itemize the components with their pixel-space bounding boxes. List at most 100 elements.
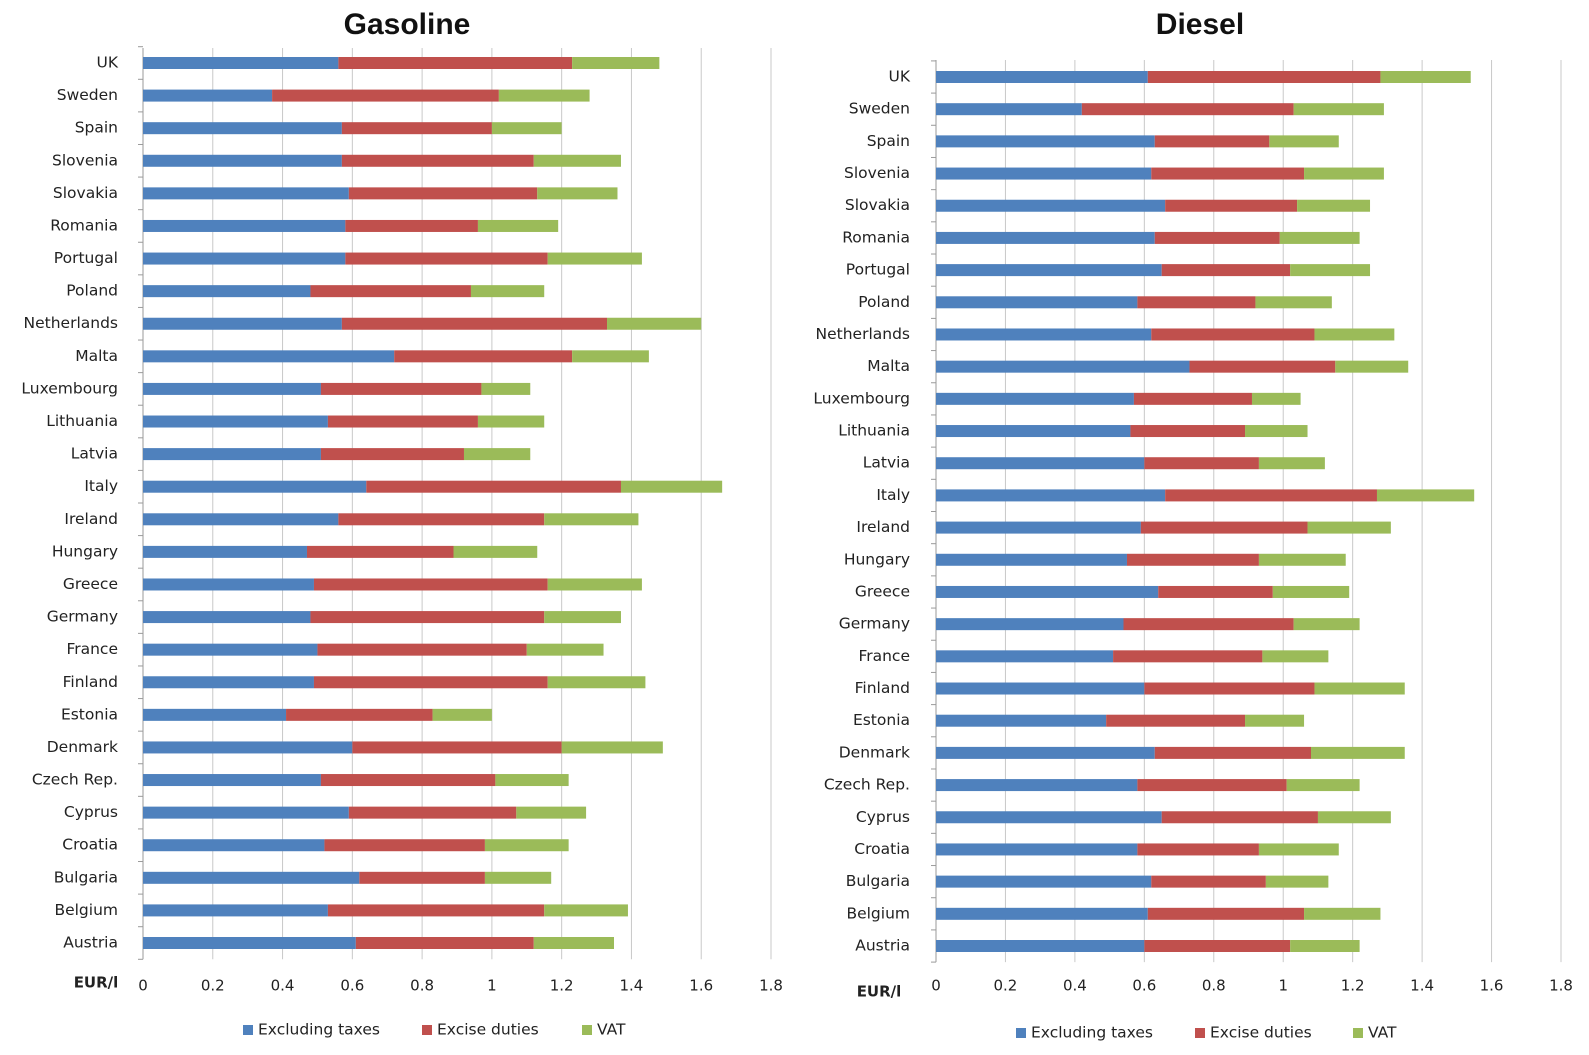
diesel-bar-excluding-taxes-hungary <box>936 553 1127 566</box>
diesel-bar-vat-denmark <box>1311 746 1405 759</box>
gasoline-bar-vat-cyprus <box>516 806 587 819</box>
diesel-bar-excise-duties-poland <box>1137 296 1256 309</box>
diesel-bar-vat-uk <box>1380 71 1471 83</box>
gasoline-bar-excluding-taxes-czech-rep <box>143 774 321 787</box>
diesel-bar-excise-duties-slovakia <box>1165 199 1298 212</box>
diesel-bar-excluding-taxes-sweden <box>936 103 1082 116</box>
diesel-bar-excluding-taxes-slovenia <box>936 167 1152 180</box>
gasoline-bar-excise-duties-france <box>317 643 527 656</box>
gasoline-bar-excise-duties-cyprus <box>348 806 517 819</box>
gasoline-bar-excluding-taxes-poland <box>143 285 311 298</box>
gasoline-bar-excluding-taxes-lithuania <box>143 415 328 428</box>
gasoline-bar-excluding-taxes-austria <box>143 937 356 949</box>
gasoline-bar-vat-ireland <box>544 513 639 526</box>
diesel-bar-excise-duties-netherlands <box>1151 328 1315 341</box>
gasoline-tick-label: 0.6 <box>340 977 364 995</box>
diesel-category-label: Poland <box>858 293 910 311</box>
gasoline-title: Gasoline <box>344 8 471 41</box>
diesel-bar-excluding-taxes-bulgaria <box>936 875 1152 888</box>
diesel-bar-excise-duties-czech-rep <box>1137 779 1287 792</box>
gasoline-bar-excluding-taxes-uk <box>143 57 339 69</box>
gasoline-bar-excluding-taxes-france <box>143 643 318 656</box>
diesel-bar-excise-duties-spain <box>1154 135 1270 148</box>
gasoline-bar-vat-belgium <box>544 904 628 917</box>
diesel-category-label: UK <box>888 68 910 86</box>
diesel-category-label: Bulgaria <box>846 872 910 890</box>
gasoline-category-label: France <box>66 640 118 658</box>
gasoline-bar-vat-france <box>526 643 604 656</box>
diesel-bar-excluding-taxes-cyprus <box>936 811 1162 824</box>
gasoline-bar-vat-estonia <box>432 708 492 721</box>
diesel-bar-excluding-taxes-netherlands <box>936 328 1152 341</box>
diesel-bar-vat-poland <box>1255 296 1332 309</box>
gasoline-bar-vat-romania <box>477 219 559 232</box>
diesel-bar-vat-france <box>1262 650 1329 663</box>
gasoline-bar-excise-duties-ireland <box>338 513 545 526</box>
diesel-bar-vat-germany <box>1293 618 1360 631</box>
gasoline-category-label: Belgium <box>54 901 118 919</box>
gasoline-tick-label: 0.8 <box>410 977 434 995</box>
gasoline-category-label: Ireland <box>64 510 118 528</box>
gasoline-bar-excise-duties-belgium <box>327 904 545 917</box>
gasoline-bar-vat-italy <box>620 480 723 493</box>
diesel-bar-excluding-taxes-czech-rep <box>936 779 1138 792</box>
gasoline-bar-excluding-taxes-bulgaria <box>143 871 360 884</box>
gasoline-category-label: Sweden <box>57 86 118 104</box>
gasoline-category-label: Estonia <box>61 705 118 723</box>
gasoline-bar-vat-luxembourg <box>481 382 531 395</box>
diesel-category-label: Slovenia <box>844 164 910 182</box>
gasoline-category-label: Slovenia <box>52 151 118 169</box>
diesel-bar-excise-duties-france <box>1113 650 1263 663</box>
gasoline-tick-label: 0 <box>138 977 148 995</box>
gasoline-category-label: Bulgaria <box>54 868 118 886</box>
gasoline-category-label: Finland <box>63 673 118 691</box>
gasoline-bar-vat-denmark <box>561 741 663 754</box>
diesel-legend-swatch-excise-duties <box>1195 1028 1205 1038</box>
diesel-tick-label: 1.4 <box>1410 977 1434 995</box>
diesel-tick-label: 0.8 <box>1202 977 1226 995</box>
gasoline-bar-excise-duties-portugal <box>345 252 548 265</box>
diesel-bar-excluding-taxes-poland <box>936 296 1138 309</box>
gasoline-legend-label-excise-duties: Excise duties <box>437 1021 539 1039</box>
gasoline-legend-swatch-vat <box>582 1025 592 1035</box>
gasoline-bar-vat-slovakia <box>537 187 618 200</box>
diesel-category-label: Austria <box>855 937 910 955</box>
diesel-bar-excise-duties-belgium <box>1147 907 1305 920</box>
diesel-bar-excise-duties-romania <box>1154 231 1280 244</box>
gasoline-tick-label: 0.2 <box>201 977 225 995</box>
diesel-tick-label: 1.6 <box>1480 977 1504 995</box>
gasoline-tick-label: 1.8 <box>759 977 783 995</box>
diesel-bar-excise-duties-germany <box>1123 618 1294 631</box>
diesel-bar-excise-duties-cyprus <box>1161 811 1318 824</box>
diesel-bar-vat-bulgaria <box>1265 875 1329 888</box>
diesel-bar-excise-duties-croatia <box>1137 843 1259 856</box>
gasoline-category-label: Austria <box>63 934 118 952</box>
diesel-bar-excluding-taxes-italy <box>936 489 1166 502</box>
gasoline-legend-label-vat: VAT <box>597 1021 626 1039</box>
gasoline-category-label: Malta <box>75 347 118 365</box>
diesel-bar-vat-finland <box>1314 682 1405 695</box>
gasoline-bar-excise-duties-germany <box>310 611 545 624</box>
gasoline-bar-vat-bulgaria <box>484 871 552 884</box>
gasoline-bar-excise-duties-austria <box>355 937 534 949</box>
gasoline-tick-label: 1.6 <box>689 977 713 995</box>
gasoline-bar-vat-latvia <box>463 448 531 461</box>
gasoline-bar-excise-duties-czech-rep <box>320 774 496 787</box>
gasoline-bar-excluding-taxes-slovenia <box>143 154 342 167</box>
diesel-chart: Diesel 0 0.2 0.4 0.6 0.8 1 1.2 1.4 1.6 1.8 EUR/l UK S… <box>813 8 1573 1042</box>
gasoline-tick-label: 1.2 <box>550 977 574 995</box>
diesel-legend-label-vat: VAT <box>1368 1024 1397 1042</box>
diesel-category-label: Finland <box>855 679 910 697</box>
diesel-bar-excise-duties-portugal <box>1161 264 1291 277</box>
diesel-bar-vat-belgium <box>1304 907 1381 920</box>
gasoline-bar-excise-duties-croatia <box>324 839 485 852</box>
diesel-bar-excise-duties-hungary <box>1126 553 1259 566</box>
gasoline-bar-excluding-taxes-slovakia <box>143 187 349 200</box>
gasoline-bar-excise-duties-spain <box>341 122 492 135</box>
diesel-bar-vat-cyprus <box>1317 811 1391 824</box>
gasoline-bar-vat-finland <box>547 676 646 689</box>
gasoline-bar-vat-slovenia <box>533 154 621 167</box>
gasoline-bar-excluding-taxes-belgium <box>143 904 328 917</box>
gasoline-bar-excluding-taxes-netherlands <box>143 317 342 330</box>
diesel-tick-label: 0.6 <box>1132 977 1156 995</box>
